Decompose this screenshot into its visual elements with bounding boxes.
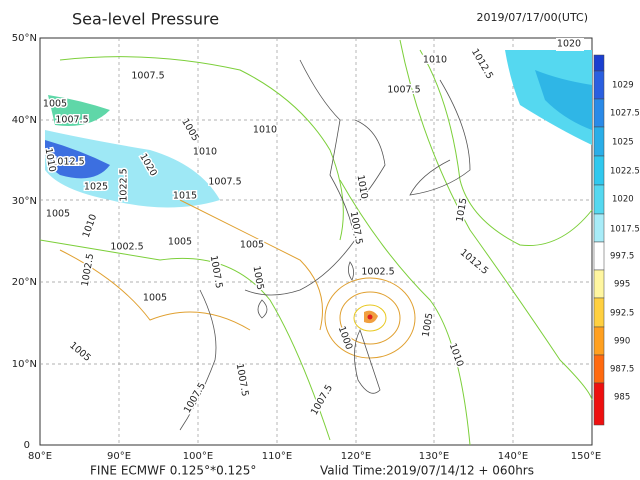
isobars-green (39, 39, 593, 446)
contour-label: 1025 (84, 182, 108, 193)
lat-label: 10°N (12, 359, 37, 370)
colorbar (593, 54, 605, 426)
lon-label: 120°E (341, 451, 371, 462)
valid-time: Valid Time:2019/07/14/12 + 060hrs (320, 464, 534, 478)
contour-label: 1015 (173, 191, 197, 202)
lon-label: 130°E (419, 451, 449, 462)
contour-label: 1005 (46, 209, 70, 220)
colorbar-label: 985 (614, 393, 630, 403)
lat-label: 30°N (12, 196, 37, 207)
typhoon-eye (367, 314, 373, 320)
lon-label: 100°E (183, 451, 213, 462)
lat-label: 50°N (12, 33, 37, 44)
colorbar-label: 1025 (612, 138, 634, 148)
plateau-fill (45, 130, 220, 208)
colorbar-label: 995 (614, 280, 630, 290)
contour-label: 1007.5 (387, 85, 420, 96)
contour-label: 1010 (423, 55, 447, 66)
colorbar-swatch (593, 98, 605, 128)
colorbar-label: 992.5 (610, 309, 634, 319)
colorbar-label: 1020 (612, 195, 634, 205)
contour-label: 1005 (43, 99, 67, 110)
lat-label: 20°N (12, 277, 37, 288)
colorbar-swatch (593, 382, 605, 426)
colorbar-labels: 1029 1027.5 1025 1022.5 1020 1017.5 997.… (610, 81, 640, 403)
colorbar-swatch (593, 213, 605, 243)
lat-label: 40°N (12, 115, 37, 126)
contour-label: 1022.5 (119, 168, 130, 201)
contour-label: 1005 (168, 237, 192, 248)
colorbar-swatch (593, 326, 605, 356)
colorbar-label: 1017.5 (610, 225, 640, 235)
coastlines (179, 59, 471, 431)
lon-label: 80°E (28, 451, 52, 462)
plateau-west (48, 95, 110, 126)
contour-label: 1012.5 (51, 157, 84, 168)
lon-label: 110°E (262, 451, 292, 462)
colorbar-swatch (593, 184, 605, 215)
contour-label: 1020 (557, 39, 581, 50)
title: Sea-level Pressure (72, 10, 219, 29)
colorbar-swatch (593, 354, 605, 384)
colorbar-swatch (593, 70, 605, 100)
timestamp: 2019/07/17/00(UTC) (477, 11, 589, 24)
colorbar-swatch (593, 54, 605, 72)
contour-label: 1010 (193, 147, 217, 158)
lat-label: 0 (24, 440, 30, 451)
lon-label: 90°E (107, 451, 131, 462)
colorbar-label: 1027.5 (610, 109, 640, 119)
map-frame (39, 37, 593, 446)
label-box (556, 38, 584, 51)
colorbar-label: 1029 (612, 81, 634, 91)
lat-labels: 50°N 40°N 30°N 20°N 10°N 0 (12, 33, 37, 451)
map: 1020 1010 1012.5 1007.5 1007.5 1005 1007… (39, 37, 593, 446)
lon-label: 150°E (571, 451, 601, 462)
colorbar-swatch (593, 241, 605, 271)
lon-label: 140°E (498, 451, 528, 462)
colorbar-label: 987.5 (610, 365, 634, 375)
contour-label: 1007.5 (131, 71, 164, 82)
colorbar-swatch (593, 126, 605, 157)
contour-label: 1007.5 (208, 177, 241, 188)
contour-label: 1007.5 (55, 115, 88, 126)
colorbar-swatch (593, 269, 605, 299)
colorbar-swatch (593, 297, 605, 328)
lon-labels: 80°E 90°E 100°E 110°E 120°E 130°E 140°E … (28, 451, 601, 462)
contour-label: 1010 (253, 125, 277, 136)
contour-label: 1002.5 (110, 242, 143, 253)
contour-label: 1005 (250, 265, 265, 291)
colorbar-label: 1022.5 (610, 167, 640, 177)
colorbar-label: 990 (614, 337, 630, 347)
contour-label: 1005 (143, 293, 167, 304)
contour-label: 1005 (240, 240, 264, 251)
isobars-orange (59, 199, 416, 359)
contour-label: 1002.5 (361, 267, 394, 278)
plateau-core (45, 140, 110, 179)
model-label: FINE ECMWF 0.125°*0.125° (90, 464, 256, 478)
colorbar-swatch (593, 155, 605, 186)
colorbar-label: 997.5 (610, 252, 634, 262)
high-pressure-core (535, 70, 592, 130)
